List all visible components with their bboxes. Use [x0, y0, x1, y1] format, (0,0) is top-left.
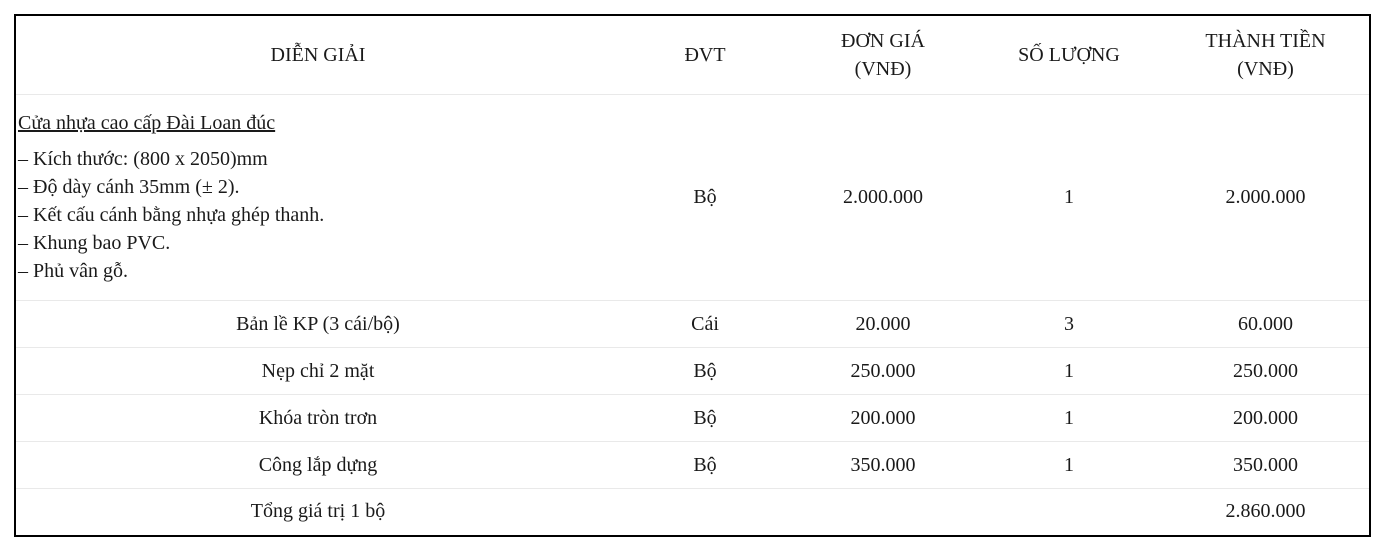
main-item-amount: 2.000.000: [1162, 94, 1369, 301]
total-unit-empty: [620, 488, 790, 534]
main-item-description: Cửa nhựa cao cấp Đài Loan đúc – Kích thư…: [16, 94, 620, 301]
main-item-quantity: 1: [976, 94, 1162, 301]
item-description: Khóa tròn trơn: [16, 394, 620, 442]
item-description: Bản lề KP (3 cái/bộ): [16, 300, 620, 348]
main-item-spec: – Kết cấu cánh bằng nhựa ghép thanh.: [18, 204, 325, 226]
item-quantity: 1: [976, 394, 1162, 442]
total-amount: 2.860.000: [1225, 500, 1306, 523]
item-amount: 60.000: [1162, 300, 1369, 348]
item-unit-price: 350.000: [790, 441, 976, 489]
item-unit-price: 250.000: [790, 347, 976, 395]
total-quantity-empty: [976, 488, 1162, 534]
table-row: Nẹp chỉ 2 mặt Bộ 250.000 1 250.000: [16, 347, 1369, 395]
main-item-unit-price: 2.000.000: [790, 94, 976, 301]
header-amount: THÀNH TIỀN (VNĐ): [1162, 16, 1369, 95]
item-unit-price: 200.000: [790, 394, 976, 442]
main-item-spec: – Độ dày cánh 35mm (± 2).: [18, 176, 240, 198]
item-quantity: 1: [976, 347, 1162, 395]
main-item-unit: Bộ: [620, 94, 790, 301]
item-unit: Bộ: [620, 441, 790, 489]
main-item-spec: – Phủ vân gỗ.: [18, 260, 128, 282]
header-description: DIỄN GIẢI: [16, 16, 620, 95]
table-row: Bản lề KP (3 cái/bộ) Cái 20.000 3 60.000: [16, 300, 1369, 348]
item-description: Nẹp chỉ 2 mặt: [16, 347, 620, 395]
item-unit: Cái: [620, 300, 790, 348]
item-description: Công lắp dựng: [16, 441, 620, 489]
item-unit: Bộ: [620, 347, 790, 395]
item-unit: Bộ: [620, 394, 790, 442]
item-quantity: 3: [976, 300, 1162, 348]
price-table: DIỄN GIẢI ĐVT ĐƠN GIÁ (VNĐ) SỐ LƯỢNG THÀ…: [16, 16, 1369, 534]
table-row: Công lắp dựng Bộ 350.000 1 350.000: [16, 441, 1369, 489]
main-item-spec: – Khung bao PVC.: [18, 232, 171, 254]
table-total-row: Tổng giá trị 1 bộ 2.860.000: [16, 488, 1369, 534]
price-table-frame: DIỄN GIẢI ĐVT ĐƠN GIÁ (VNĐ) SỐ LƯỢNG THÀ…: [14, 14, 1371, 537]
main-item-title: Cửa nhựa cao cấp Đài Loan đúc: [18, 112, 276, 134]
header-unit-price: ĐƠN GIÁ (VNĐ): [790, 16, 976, 95]
item-unit-price: 20.000: [790, 300, 976, 348]
header-quantity: SỐ LƯỢNG: [976, 16, 1162, 95]
item-amount: 200.000: [1162, 394, 1369, 442]
item-quantity: 1: [976, 441, 1162, 489]
total-unit-price-empty: [790, 488, 976, 534]
main-item-spec: – Kích thước: (800 x 2050)mm: [18, 148, 268, 170]
table-row: Khóa tròn trơn Bộ 200.000 1 200.000: [16, 394, 1369, 442]
table-row-main-item: Cửa nhựa cao cấp Đài Loan đúc – Kích thư…: [16, 94, 1369, 301]
item-amount: 350.000: [1162, 441, 1369, 489]
header-unit: ĐVT: [620, 16, 790, 95]
table-header-row: DIỄN GIẢI ĐVT ĐƠN GIÁ (VNĐ) SỐ LƯỢNG THÀ…: [16, 16, 1369, 95]
item-amount: 250.000: [1162, 347, 1369, 395]
total-label: Tổng giá trị 1 bộ: [250, 500, 386, 523]
